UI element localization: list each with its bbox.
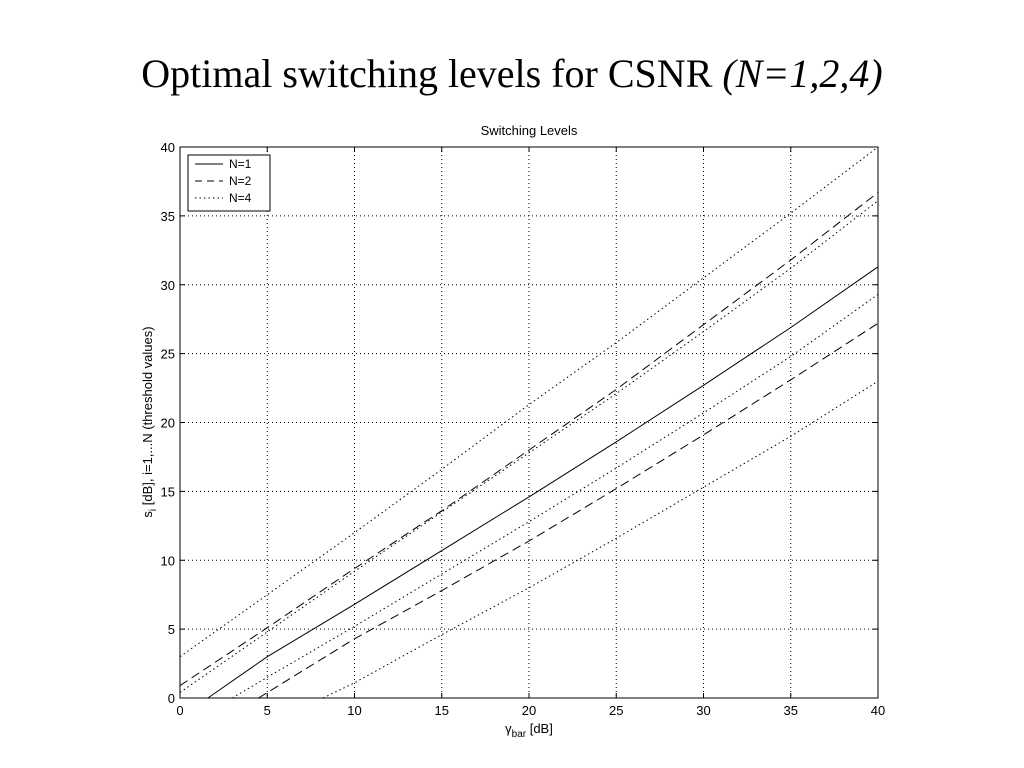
y-tick-label: 15 [161, 484, 175, 499]
series-line-n4-4 [179, 200, 879, 693]
chart-title: Switching Levels [481, 123, 578, 138]
y-tick-label: 40 [161, 140, 175, 155]
slide-title-italic: (N=1,2,4) [722, 51, 883, 96]
x-tick-label: 40 [871, 703, 885, 718]
y-axis-label-sub: i [148, 509, 159, 511]
x-tick-label: 10 [347, 703, 361, 718]
x-tick-label: 0 [176, 703, 183, 718]
y-tick-label: 0 [168, 691, 175, 706]
legend: N=1 N=2 N=4 [187, 154, 271, 212]
legend-label: N=4 [229, 191, 252, 205]
y-axis-label-post: [dB], i=1,...N (threshold values) [140, 326, 155, 508]
slide-title-main: Optimal switching levels for CSNR [141, 51, 723, 96]
legend-label: N=1 [229, 157, 252, 171]
y-axis-label-pre: s [140, 511, 155, 518]
legend-box [187, 154, 271, 212]
slide-title: Optimal switching levels for CSNR (N=1,2… [0, 50, 1024, 98]
y-tick-label: 35 [161, 209, 175, 224]
series-line-n4-6 [322, 380, 879, 699]
series-line-n2-2 [258, 322, 879, 699]
y-tick-label: 30 [161, 278, 175, 293]
x-tick-label: 20 [522, 703, 536, 718]
x-axis-label-main: γ [505, 721, 512, 736]
y-tick-label: 25 [161, 347, 175, 362]
x-tick-label: 25 [609, 703, 623, 718]
x-axis-label-sub: bar [512, 729, 527, 740]
series-line-n2-1 [179, 192, 879, 687]
y-tick-label: 10 [161, 553, 175, 568]
x-axis-label-unit: [dB] [526, 721, 553, 736]
x-tick-label: 5 [264, 703, 271, 718]
x-axis-label: γbar [dB] [505, 721, 553, 740]
series-lines [179, 146, 879, 699]
series-line-n1-0 [207, 266, 879, 699]
legend-label: N=2 [229, 174, 252, 188]
y-tick-label: 20 [161, 416, 175, 431]
y-axis-label: si [dB], i=1,...N (threshold values) [140, 326, 159, 517]
y-tick-label: 5 [168, 622, 175, 637]
x-tick-label: 15 [435, 703, 449, 718]
x-tick-label: 35 [784, 703, 798, 718]
grid-lines [180, 147, 878, 698]
x-tick-label: 30 [696, 703, 710, 718]
axis-ticks: 0 5 10 15 20 25 30 35 40 0 5 10 15 20 25 30 35 40 [161, 140, 886, 718]
